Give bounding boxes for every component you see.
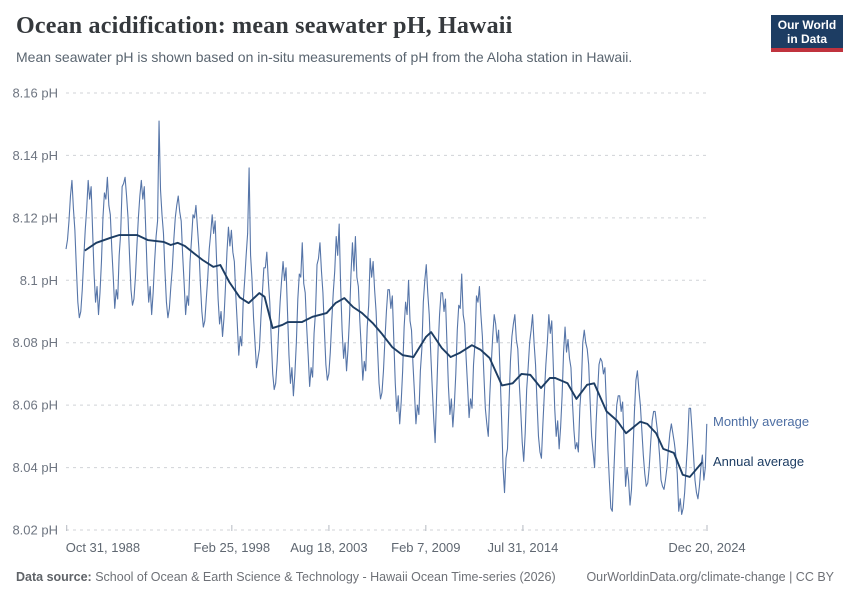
owid-logo-line1: Our World	[777, 18, 837, 32]
y-tick-label: 8.04 pH	[12, 460, 58, 475]
data-source-label: Data source:	[16, 570, 92, 584]
x-tick-label: Dec 20, 2024	[668, 540, 745, 555]
y-tick-label: 8.16 pH	[12, 86, 58, 101]
owid-link[interactable]: OurWorldinData.org/climate-change | CC B…	[586, 570, 834, 584]
y-tick-label: 8.1 pH	[20, 273, 58, 288]
y-tick-label: 8.12 pH	[12, 210, 58, 225]
x-tick-label: Oct 31, 1988	[66, 540, 140, 555]
legend-label-monthly[interactable]: Monthly average	[713, 414, 809, 429]
owid-logo-line2: in Data	[786, 32, 827, 46]
monthly-average-line	[65, 120, 708, 515]
data-source: Data source: School of Ocean & Earth Sci…	[16, 570, 556, 584]
x-tick-label: Aug 18, 2003	[290, 540, 367, 555]
chart-footer: Data source: School of Ocean & Earth Sci…	[16, 570, 834, 584]
x-tick-label: Feb 7, 2009	[391, 540, 460, 555]
data-source-text: School of Ocean & Earth Science & Techno…	[91, 570, 556, 584]
x-tick-label: Feb 25, 1998	[194, 540, 271, 555]
y-tick-label: 8.08 pH	[12, 335, 58, 350]
y-tick-label: 8.06 pH	[12, 398, 58, 413]
owid-logo[interactable]: Our World in Data	[771, 15, 843, 52]
y-tick-label: 8.14 pH	[12, 148, 58, 163]
y-tick-label: 8.02 pH	[12, 523, 58, 538]
annual-average-line	[84, 234, 703, 478]
chart-canvas[interactable]: 8.02 pH 8.04 pH 8.06 pH 8.08 pH 8.1 pH 8.12 p…	[0, 75, 850, 575]
page-title: Ocean acidification: mean seawater pH, H…	[16, 13, 513, 39]
x-tick-label: Jul 31, 2014	[487, 540, 558, 555]
chart-subtitle: Mean seawater pH is shown based on in-si…	[16, 49, 633, 65]
legend-label-annual[interactable]: Annual average	[713, 454, 804, 469]
